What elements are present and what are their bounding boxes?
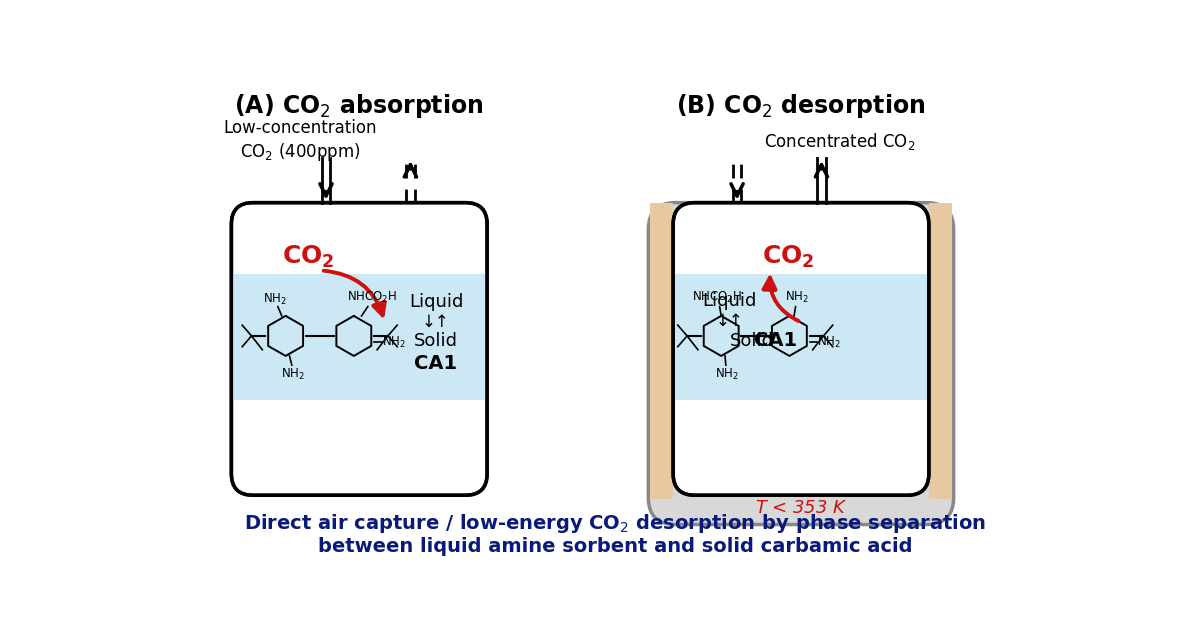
Text: CA1: CA1 bbox=[414, 354, 457, 373]
Text: $\mathbf{CO_2}$: $\mathbf{CO_2}$ bbox=[762, 244, 815, 270]
Text: Liquid: Liquid bbox=[409, 293, 463, 311]
FancyBboxPatch shape bbox=[648, 203, 954, 525]
FancyBboxPatch shape bbox=[673, 203, 929, 495]
Text: ↓↑: ↓↑ bbox=[422, 313, 450, 331]
Text: Concentrated CO$_2$: Concentrated CO$_2$ bbox=[763, 130, 916, 152]
Text: NH$_2$: NH$_2$ bbox=[785, 290, 809, 305]
Text: NH$_2$: NH$_2$ bbox=[715, 367, 739, 382]
Text: CA1: CA1 bbox=[755, 331, 798, 350]
Text: $T$ < 353 K: $T$ < 353 K bbox=[755, 498, 847, 517]
Text: NH$_2$: NH$_2$ bbox=[817, 335, 841, 350]
Bar bbox=[650, 203, 673, 499]
FancyBboxPatch shape bbox=[234, 274, 485, 400]
Text: (B) CO$_2$ desorption: (B) CO$_2$ desorption bbox=[677, 93, 925, 120]
Text: Low-concentration
CO$_2$ (400ppm): Low-concentration CO$_2$ (400ppm) bbox=[223, 118, 377, 163]
Text: NHCO$_2$H: NHCO$_2$H bbox=[348, 290, 397, 305]
FancyArrowPatch shape bbox=[763, 278, 798, 321]
Bar bbox=[929, 203, 952, 499]
Text: Solid: Solid bbox=[414, 331, 458, 350]
Text: (A) CO$_2$ absorption: (A) CO$_2$ absorption bbox=[234, 93, 484, 120]
FancyBboxPatch shape bbox=[676, 274, 926, 400]
FancyBboxPatch shape bbox=[232, 203, 487, 495]
Text: NH$_2$: NH$_2$ bbox=[382, 335, 406, 350]
FancyArrowPatch shape bbox=[324, 271, 385, 316]
Text: Liquid: Liquid bbox=[702, 292, 756, 309]
Text: $\mathbf{CO_2}$: $\mathbf{CO_2}$ bbox=[282, 244, 335, 270]
Text: between liquid amine sorbent and solid carbamic acid: between liquid amine sorbent and solid c… bbox=[318, 537, 912, 556]
Text: NH$_2$: NH$_2$ bbox=[282, 367, 305, 382]
Text: NH$_2$: NH$_2$ bbox=[263, 292, 287, 307]
Text: NHCO$_2$H: NHCO$_2$H bbox=[692, 290, 743, 305]
Text: Direct air capture / low-energy CO$_2$ desorption by phase separation: Direct air capture / low-energy CO$_2$ d… bbox=[244, 512, 986, 536]
Text: ↓↑: ↓↑ bbox=[715, 312, 743, 329]
Text: Solid: Solid bbox=[730, 331, 773, 350]
